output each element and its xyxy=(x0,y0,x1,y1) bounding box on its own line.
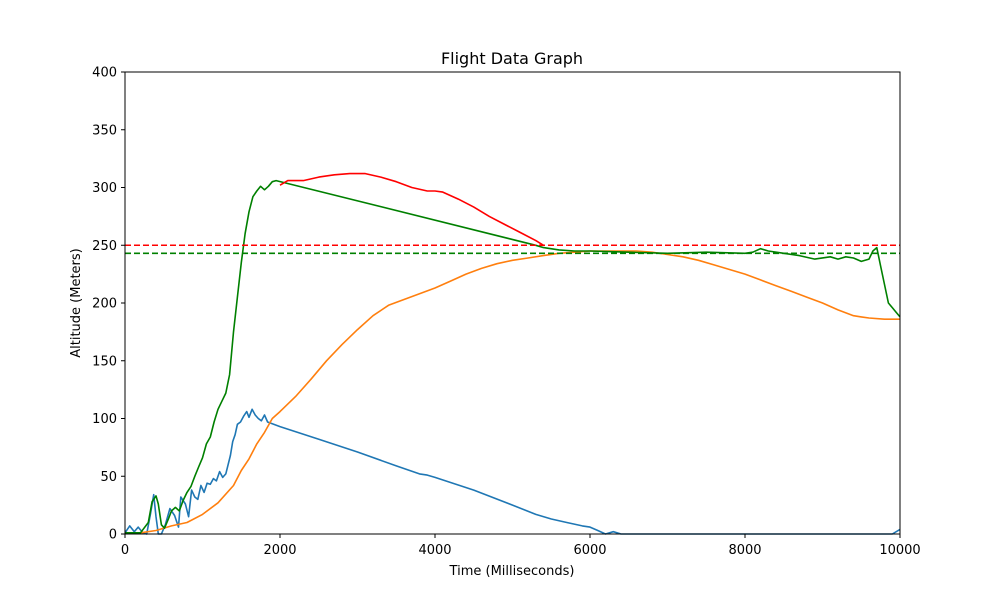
x-axis-label: Time (Milliseconds) xyxy=(449,564,575,579)
y-tick-label: 0 xyxy=(109,528,117,543)
chart-title: Flight Data Graph xyxy=(441,49,583,68)
y-tick-label: 50 xyxy=(100,470,117,485)
x-tick-label: 4000 xyxy=(418,543,451,558)
plot-area-frame xyxy=(124,71,901,535)
y-tick-label: 400 xyxy=(92,66,117,81)
y-tick-label: 200 xyxy=(92,297,117,312)
series-line-3 xyxy=(125,179,901,534)
y-tick-label: 250 xyxy=(92,239,117,254)
series-line-2 xyxy=(125,250,900,534)
x-axis-ticks: 0 2000 4000 6000 8000 10000 xyxy=(121,534,921,558)
y-tick-label: 150 xyxy=(92,354,117,369)
y-axis-ticks: 0 50 100 150 200 250 300 350 400 xyxy=(92,66,125,543)
x-tick-label: 8000 xyxy=(728,543,761,558)
reference-lines xyxy=(125,244,900,255)
y-tick-label: 300 xyxy=(92,181,117,196)
y-axis-label: Altitude (Meters) xyxy=(69,248,84,358)
y-tick-label: 350 xyxy=(92,123,117,138)
plot-lines xyxy=(124,172,901,535)
x-tick-label: 10000 xyxy=(879,543,920,558)
series-line-4 xyxy=(279,172,544,246)
x-tick-label: 6000 xyxy=(573,543,606,558)
y-tick-label: 100 xyxy=(92,412,117,427)
x-tick-label: 0 xyxy=(121,543,129,558)
x-tick-label: 2000 xyxy=(263,543,296,558)
